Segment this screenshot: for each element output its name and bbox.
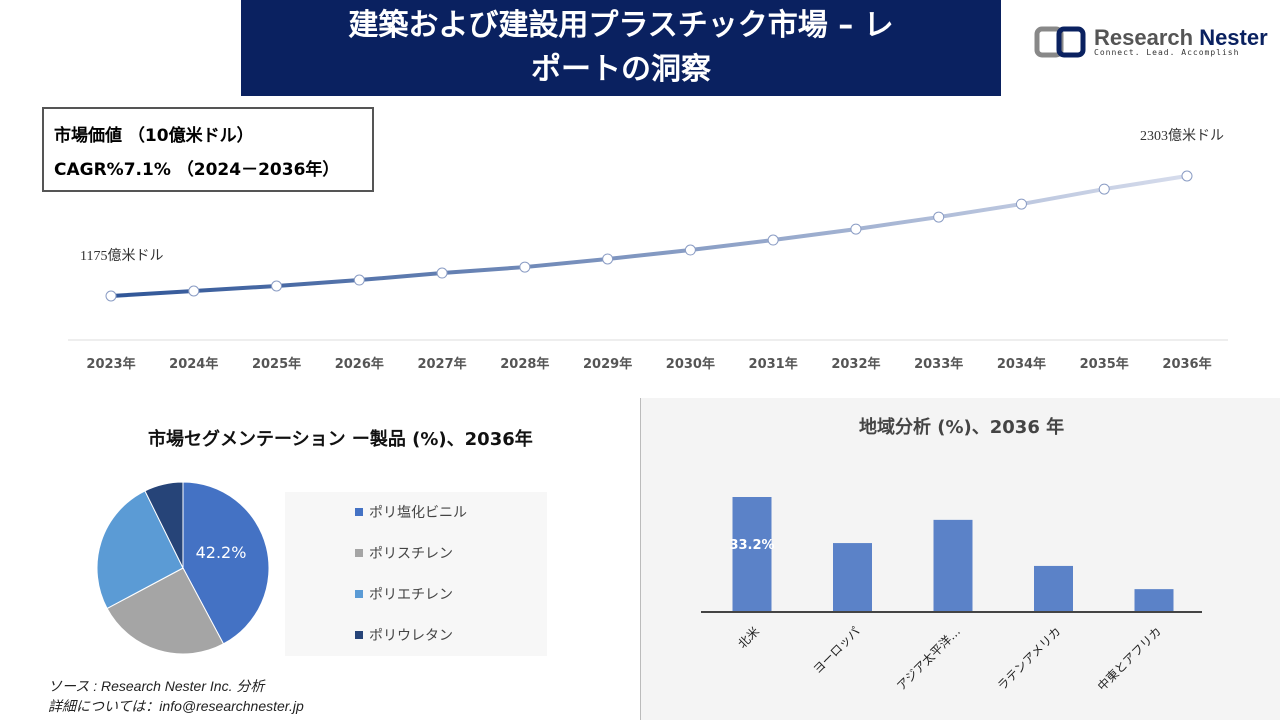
pie-slice: [106, 567, 225, 655]
x-tick-label: ヨーロッパ: [810, 624, 862, 676]
x-tick-label: 2036年: [1162, 356, 1211, 372]
data-point: [767, 234, 779, 246]
legend-label: ポリスチレン: [369, 546, 453, 562]
x-tick-label: 2031年: [749, 356, 798, 372]
data-point: [436, 267, 448, 279]
x-tick-label: 2026年: [335, 356, 384, 372]
market-value-label: 市場価値 （10億米ドル）: [54, 126, 254, 146]
legend-item: ポリスチレン: [355, 543, 453, 563]
data-point: [519, 261, 531, 273]
legend-item: ポリエチレン: [355, 584, 453, 604]
x-tick-label: 2027年: [417, 356, 466, 372]
x-tick-label: 2028年: [500, 356, 549, 372]
legend-label: ポリエチレン: [369, 587, 453, 603]
x-tick-label: 2025年: [252, 356, 301, 372]
bar: [933, 519, 973, 612]
start-value-label: 1175億米ドル: [80, 249, 164, 264]
source-line: ソース : Research Nester Inc. 分析: [48, 678, 265, 694]
end-value-label: 2303億米ドル: [1140, 129, 1224, 144]
contact-line: 詳細については：info@researchnester.jp: [48, 698, 304, 714]
data-point: [1181, 170, 1193, 182]
info-box: 市場価値 （10億米ドル） CAGR%7.1% （2024－2036年）: [42, 107, 374, 192]
x-tick-label: アジア太平洋…: [893, 624, 963, 694]
x-tick-label: 北米: [735, 624, 762, 651]
legend-swatch: [355, 590, 363, 598]
data-point: [105, 290, 117, 302]
bar: [732, 497, 772, 612]
legend-swatch: [355, 631, 363, 639]
x-tick-label: 2030年: [666, 356, 715, 372]
pie-slice: [96, 490, 184, 610]
legend-label: ポリ塩化ビニル: [369, 505, 467, 521]
pie-slice: [182, 481, 270, 645]
logo-tagline: Connect. Lead. Accomplish: [1094, 47, 1240, 57]
bar: [1134, 589, 1174, 612]
region-panel: 地域分析 (%)、2036 年 北米 ヨーロッパ アジア太平洋… ラテンアメリカ 中東と…: [640, 398, 1280, 720]
line-chart: 2023年 2024年 2025年 2026年 2027年 2028年 2029年 2030年…: [68, 170, 1228, 372]
bar-title: 地域分析 (%)、2036 年: [859, 417, 1065, 438]
bar-chart: 北米 ヨーロッパ アジア太平洋… ラテンアメリカ 中東とアフリカ 33.2%: [701, 497, 1202, 694]
legend-item: ポリ塩化ビニル: [355, 502, 467, 522]
x-tick-label: 中東とアフリカ: [1094, 624, 1164, 694]
pie-chart: 42.2%: [96, 481, 270, 655]
data-point: [1098, 183, 1110, 195]
cagr-label: CAGR%7.1% （2024－2036年）: [54, 160, 340, 180]
legend-label: ポリウレタン: [369, 628, 453, 644]
data-point: [602, 253, 614, 265]
data-point: [850, 223, 862, 235]
pie-data-label: 42.2%: [196, 543, 247, 562]
data-point: [188, 285, 200, 297]
legend-swatch: [355, 549, 363, 557]
title-line-1: 建築および建設用プラスチック市場 – レ: [348, 8, 894, 43]
x-tick-label: 2035年: [1080, 356, 1129, 372]
bar-data-label: 33.2%: [729, 538, 774, 553]
pie-legend: ポリ塩化ビニル ポリスチレン ポリエチレン ポリウレタン: [285, 492, 547, 656]
legend-swatch: [355, 508, 363, 516]
bar: [833, 543, 872, 612]
data-point: [1015, 198, 1027, 210]
page-title: 建築および建設用プラスチック市場 – レ ポートの洞察: [241, 0, 1001, 96]
x-tick-label: 2033年: [914, 356, 963, 372]
source-note: ソース : Research Nester Inc. 分析 詳細については：in…: [48, 676, 304, 716]
x-tick-label: ラテンアメリカ: [995, 624, 1064, 693]
logo-name: Research Nester: [1094, 24, 1268, 50]
legend-item: ポリウレタン: [355, 625, 453, 645]
x-tick-label: 2034年: [997, 356, 1046, 372]
pie-slice: [144, 481, 184, 569]
x-tick-label: 2024年: [169, 356, 218, 372]
title-line-2: ポートの洞察: [531, 52, 711, 87]
x-tick-label: 2032年: [831, 356, 880, 372]
logo: Research Nester Connect. Lead. Accomplis…: [1034, 26, 1268, 58]
x-tick-label: 2029年: [583, 356, 632, 372]
data-point: [684, 244, 696, 256]
pie-title: 市場セグメンテーション ー製品 (%)、2036年: [148, 429, 533, 450]
data-point: [353, 274, 365, 286]
x-tick-label: 2023年: [86, 356, 135, 372]
data-point: [271, 280, 283, 292]
bar: [1034, 565, 1073, 612]
logo-icon: [1034, 26, 1086, 58]
data-point: [933, 211, 945, 223]
series-line: [110, 174, 1188, 298]
